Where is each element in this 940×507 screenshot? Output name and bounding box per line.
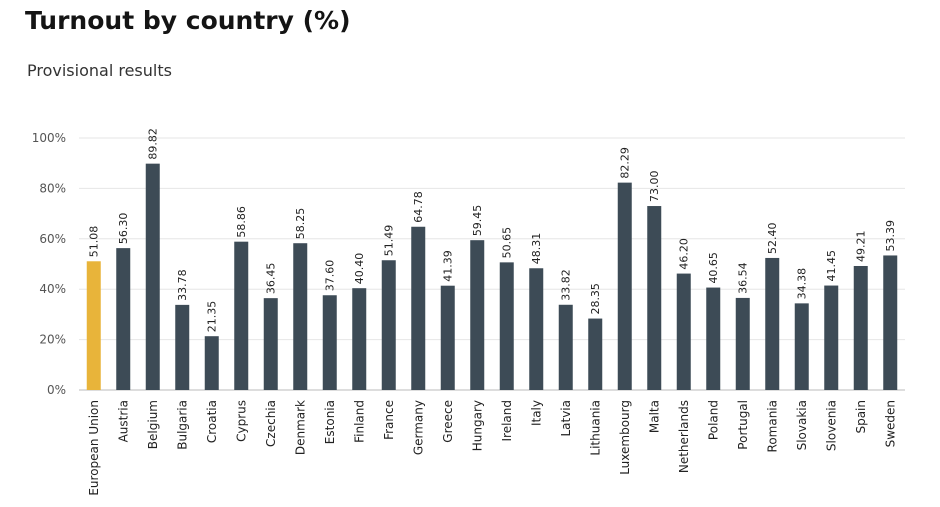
bar-belgium bbox=[145, 163, 160, 390]
category-label: Portugal bbox=[736, 400, 750, 450]
category-label: Italy bbox=[529, 400, 543, 426]
category-label: Spain bbox=[854, 400, 868, 434]
category-label: Slovakia bbox=[795, 400, 809, 450]
value-label: 36.45 bbox=[265, 263, 278, 295]
value-label: 21.35 bbox=[206, 301, 219, 333]
bar-czechia bbox=[263, 298, 278, 390]
value-label: 89.82 bbox=[147, 128, 160, 160]
category-label: Romania bbox=[765, 400, 779, 452]
gridlines bbox=[79, 137, 905, 391]
category-label: Malta bbox=[647, 400, 661, 433]
bar-italy bbox=[529, 268, 544, 390]
value-label: 41.45 bbox=[825, 250, 838, 282]
bar-france bbox=[381, 260, 396, 390]
bar-european-union bbox=[86, 261, 101, 390]
value-label: 28.35 bbox=[589, 283, 602, 315]
bar-romania bbox=[765, 257, 780, 390]
value-label: 58.86 bbox=[235, 206, 248, 238]
category-label: Hungary bbox=[470, 400, 484, 451]
value-label: 56.30 bbox=[117, 213, 130, 245]
bar-ireland bbox=[499, 262, 514, 390]
bar-greece bbox=[440, 285, 455, 390]
category-label: Denmark bbox=[293, 400, 307, 455]
category-label: Estonia bbox=[323, 400, 337, 444]
category-label: Latvia bbox=[559, 400, 573, 437]
category-label: France bbox=[382, 400, 396, 440]
value-label: 33.82 bbox=[560, 269, 573, 301]
y-tick-label: 80% bbox=[39, 181, 66, 195]
y-tick-label: 60% bbox=[39, 232, 66, 246]
bar-austria bbox=[116, 248, 131, 390]
bar-slovakia bbox=[794, 303, 809, 390]
bar-estonia bbox=[322, 295, 337, 390]
value-label: 37.60 bbox=[324, 260, 337, 292]
chart-subtitle: Provisional results bbox=[27, 61, 172, 80]
value-label: 40.65 bbox=[707, 252, 720, 284]
value-label: 48.31 bbox=[530, 233, 543, 265]
category-label: Greece bbox=[441, 400, 455, 443]
value-label: 50.65 bbox=[501, 227, 514, 259]
y-tick-label: 0% bbox=[47, 383, 66, 397]
category-label: Sweden bbox=[883, 400, 897, 447]
bar-denmark bbox=[293, 243, 308, 390]
category-label: European Union bbox=[87, 400, 101, 496]
value-label: 51.49 bbox=[383, 225, 396, 257]
bar-spain bbox=[853, 265, 868, 390]
category-label: Luxembourg bbox=[618, 400, 632, 475]
bar-bulgaria bbox=[175, 304, 190, 390]
bar-malta bbox=[647, 206, 662, 390]
y-tick-label: 20% bbox=[39, 333, 66, 347]
bar-netherlands bbox=[676, 273, 691, 390]
y-tick-label: 100% bbox=[32, 131, 66, 145]
value-label: 82.29 bbox=[619, 147, 632, 179]
category-label: Ireland bbox=[500, 400, 514, 442]
bar-slovenia bbox=[824, 285, 839, 390]
category-label: Austria bbox=[116, 400, 130, 442]
category-label: Lithuania bbox=[588, 400, 602, 456]
bar-finland bbox=[352, 288, 367, 390]
value-label: 64.78 bbox=[412, 191, 425, 223]
value-label: 34.38 bbox=[796, 268, 809, 300]
value-label: 73.00 bbox=[648, 171, 661, 203]
bar-lithuania bbox=[588, 318, 603, 390]
value-label: 41.39 bbox=[442, 250, 455, 282]
bar-latvia bbox=[558, 304, 573, 390]
y-tick-label: 40% bbox=[39, 282, 66, 296]
category-label: Bulgaria bbox=[175, 400, 189, 450]
value-label: 40.40 bbox=[353, 253, 366, 285]
category-label: Poland bbox=[706, 400, 720, 440]
category-label: Germany bbox=[411, 400, 425, 455]
y-axis-ticks: 0% 20% 40% 60% 80% 100% bbox=[32, 131, 66, 397]
bar-sweden bbox=[883, 255, 898, 390]
value-label: 33.78 bbox=[176, 269, 189, 301]
value-label: 52.40 bbox=[766, 222, 779, 254]
value-labels: 51.08 56.30 89.82 33.78 21.35 58.86 36.45 58.25… bbox=[88, 128, 898, 332]
bar-hungary bbox=[470, 240, 485, 390]
value-label: 58.25 bbox=[294, 208, 307, 240]
value-label: 46.20 bbox=[678, 238, 691, 270]
bar-cyprus bbox=[234, 241, 249, 390]
x-axis-categories: European Union Austria Belgium Bulgaria Croa… bbox=[87, 400, 898, 496]
category-label: Slovenia bbox=[824, 400, 838, 451]
category-label: Belgium bbox=[146, 400, 160, 449]
category-label: Croatia bbox=[205, 400, 219, 443]
category-label: Netherlands bbox=[677, 400, 691, 473]
value-label: 51.08 bbox=[88, 226, 101, 258]
bar-portugal bbox=[735, 297, 750, 390]
value-label: 59.45 bbox=[471, 205, 484, 237]
bar-croatia bbox=[204, 336, 219, 390]
bar-germany bbox=[411, 226, 426, 390]
category-label: Czechia bbox=[264, 400, 278, 447]
value-label: 36.54 bbox=[737, 262, 750, 294]
bar-luxembourg bbox=[617, 182, 632, 390]
category-label: Cyprus bbox=[234, 400, 248, 442]
value-label: 49.21 bbox=[855, 230, 868, 262]
value-label: 53.39 bbox=[884, 220, 897, 252]
category-label: Finland bbox=[352, 400, 366, 443]
chart-title: Turnout by country (%) bbox=[25, 6, 351, 35]
bars bbox=[86, 163, 898, 390]
bar-poland bbox=[706, 287, 721, 390]
